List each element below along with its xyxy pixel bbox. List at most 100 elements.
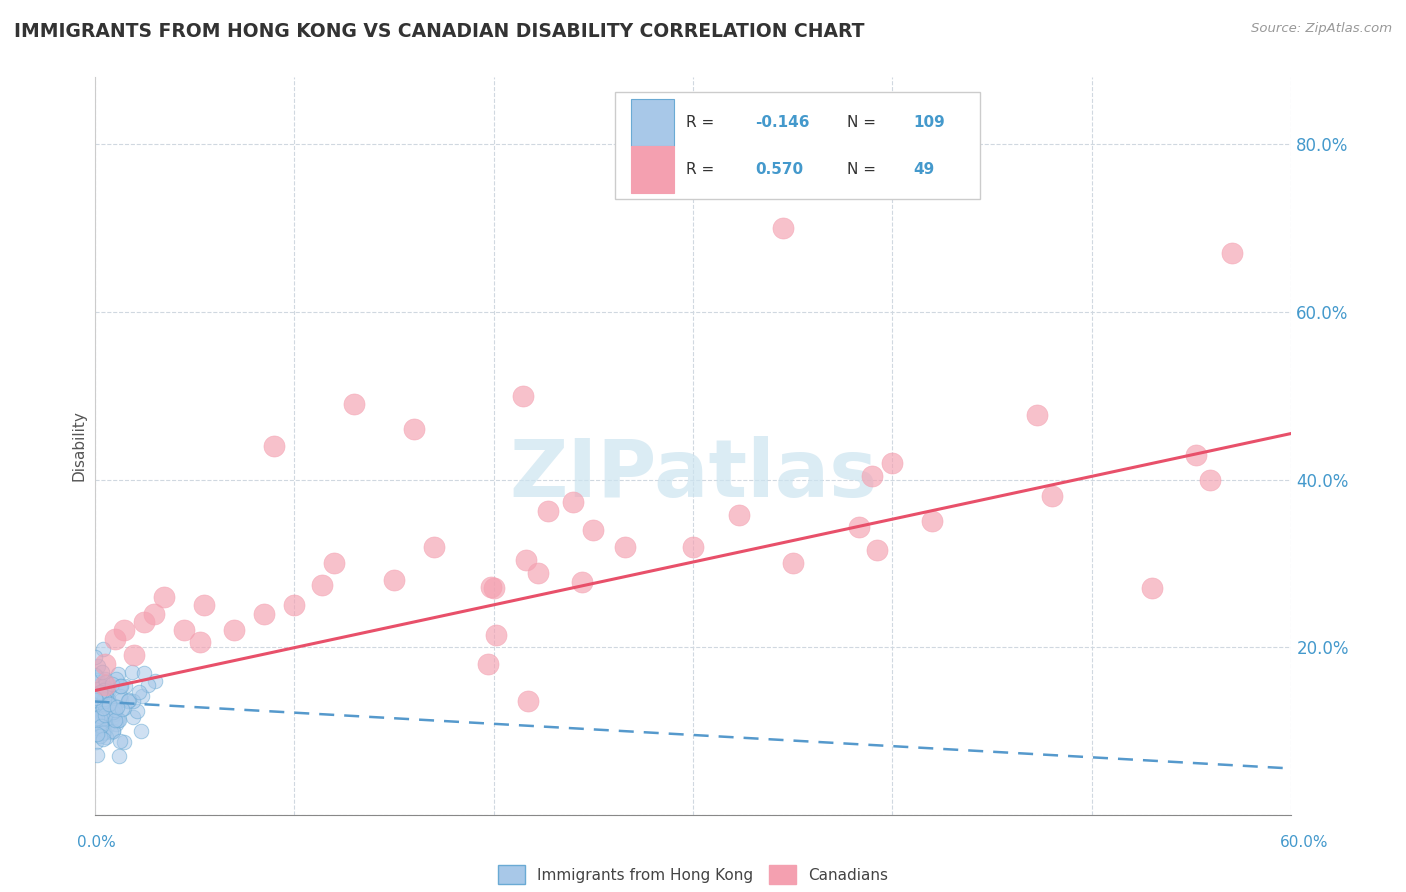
Point [283,598,305,612]
Point [89,729,111,743]
Point [122,709,145,723]
Point [84,727,107,741]
Point [343,397,366,411]
Point [94,708,117,723]
Point [134,615,156,629]
Point [93,701,115,715]
Point [107,748,129,763]
Point [382,573,405,587]
Point [94,672,117,686]
Point [110,693,132,707]
Point [93,678,115,692]
Point [516,694,538,708]
Point [87,674,110,689]
Point [118,693,141,707]
Point [101,724,124,739]
Point [728,508,751,523]
Point [103,632,125,646]
Point [103,706,125,721]
Point [101,705,124,719]
Point [93,692,115,706]
Point [89,698,111,712]
Point [100,703,122,717]
Text: N =: N = [848,114,882,129]
Point [91,726,114,740]
Point [94,693,117,707]
Point [104,702,127,716]
Point [94,708,117,723]
Point [1026,408,1049,422]
Point [90,679,112,693]
Point [97,696,120,710]
Text: 60.0%: 60.0% [1281,836,1329,850]
Point [110,679,132,693]
Point [527,566,550,581]
Point [89,706,111,720]
Point [101,724,124,739]
Text: ZIPatlas: ZIPatlas [509,436,877,515]
Point [93,702,115,716]
Point [84,650,107,665]
Point [224,624,246,638]
FancyBboxPatch shape [631,145,673,193]
Point [105,672,128,686]
Point [93,718,115,732]
Point [83,712,105,726]
Point [143,607,166,621]
Point [323,556,346,570]
Point [124,648,146,663]
Point [104,706,127,720]
Point [91,706,114,721]
Point [782,556,804,570]
Point [173,624,195,638]
Point [848,520,870,534]
Point [96,731,118,745]
Point [108,679,131,693]
Point [86,687,108,701]
Point [93,725,115,739]
Point [537,504,560,518]
Point [100,725,122,739]
Point [98,682,121,697]
Point [93,707,115,722]
Point [86,670,108,684]
Text: 109: 109 [914,114,945,129]
Legend: Immigrants from Hong Kong, Canadians: Immigrants from Hong Kong, Canadians [489,858,896,892]
Point [90,687,112,701]
Point [91,711,114,725]
Point [93,710,115,724]
Point [485,627,508,641]
Point [772,221,794,235]
Point [93,657,115,671]
Text: IMMIGRANTS FROM HONG KONG VS CANADIAN DISABILITY CORRELATION CHART: IMMIGRANTS FROM HONG KONG VS CANADIAN DI… [14,22,865,41]
Point [91,721,114,735]
Y-axis label: Disability: Disability [72,410,86,482]
Point [112,700,135,714]
Point [91,689,114,703]
FancyBboxPatch shape [616,92,980,199]
Point [94,684,117,698]
Point [83,690,105,705]
Point [89,687,111,701]
Point [117,694,139,708]
Point [100,676,122,690]
Point [89,678,111,692]
Point [98,697,121,711]
Point [90,718,112,732]
Point [94,703,117,717]
Point [87,689,110,703]
Point [561,495,583,509]
Point [84,668,107,682]
Point [311,577,333,591]
Point [86,747,108,762]
Point [96,674,118,689]
Point [91,732,114,747]
Point [402,422,425,436]
Point [614,541,637,555]
Point [108,689,131,703]
Point [84,722,107,736]
Point [96,719,118,733]
Text: -0.146: -0.146 [755,114,810,129]
Point [482,582,505,596]
Point [422,540,444,554]
